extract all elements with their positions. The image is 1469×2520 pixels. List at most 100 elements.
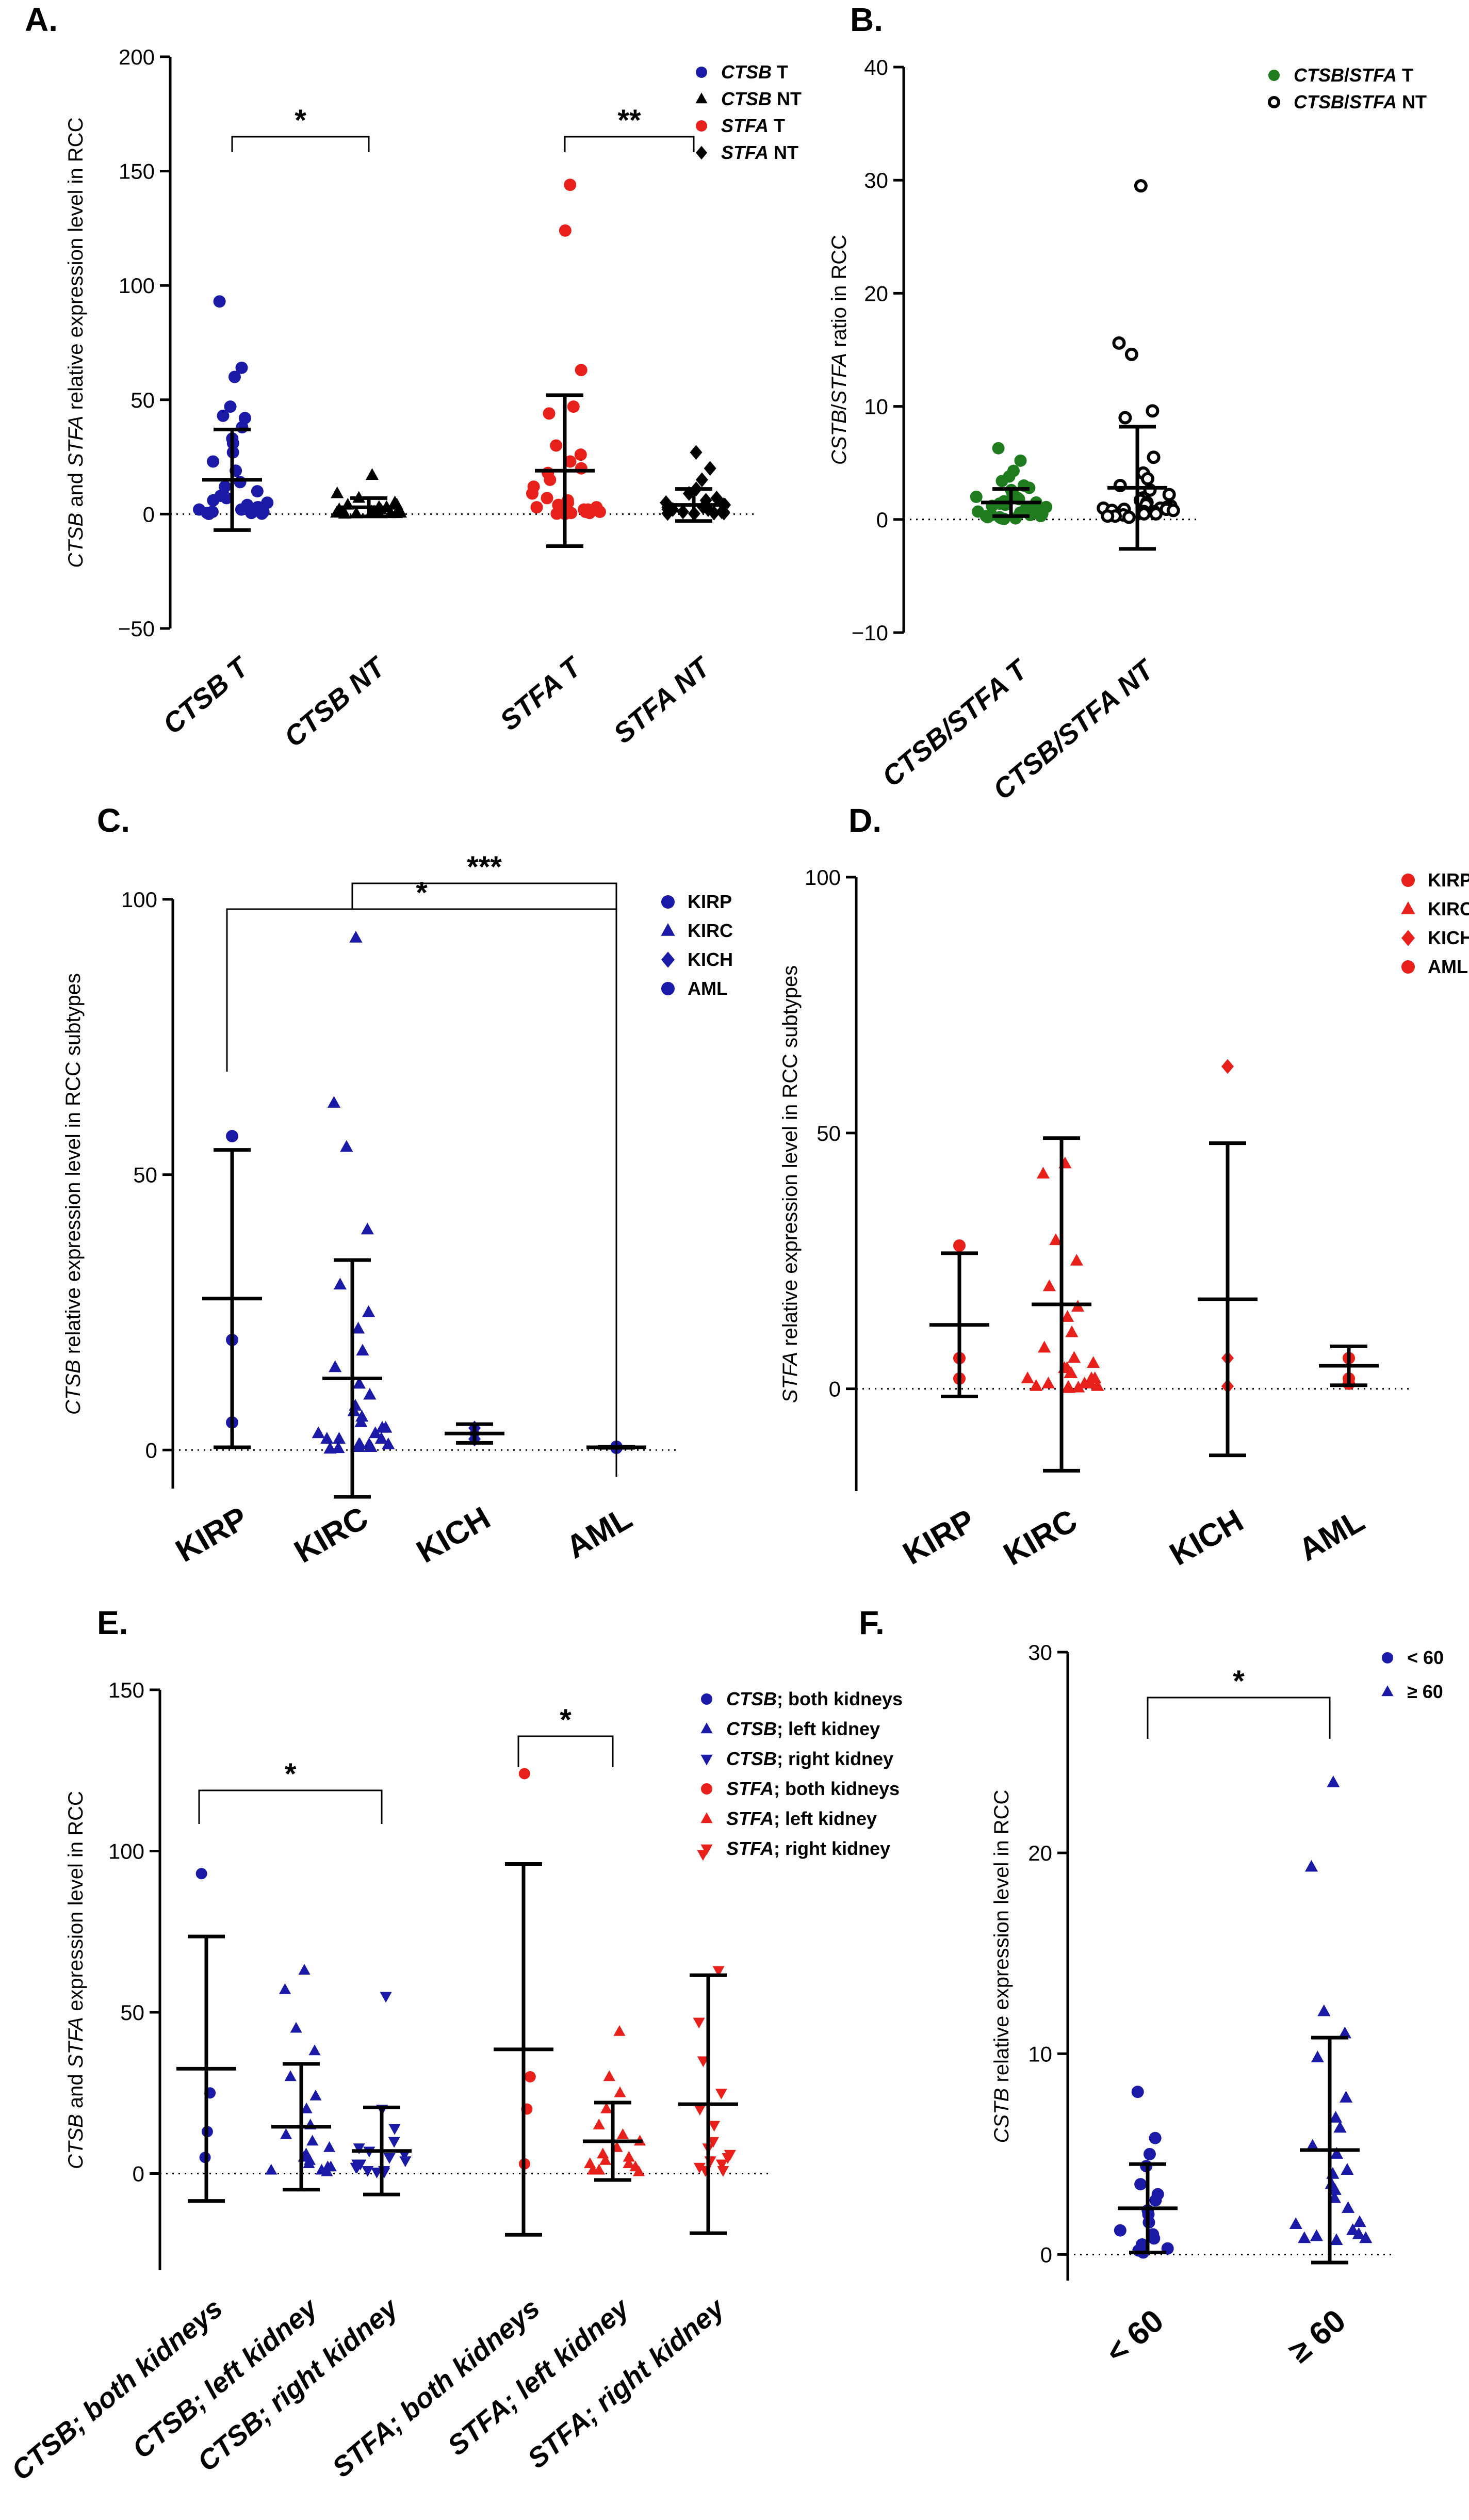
data-point	[715, 2089, 727, 2099]
data-point	[981, 511, 994, 524]
x-tick-label: < 60	[1099, 2303, 1170, 2371]
data-point	[1134, 179, 1148, 193]
legend-entry: KIRC	[688, 920, 733, 941]
data-point	[363, 1387, 377, 1400]
data-point	[661, 506, 674, 521]
data-point	[717, 505, 730, 521]
data-point	[1085, 1371, 1098, 1383]
data-point	[329, 1360, 342, 1372]
data-point	[1030, 1379, 1043, 1391]
y-tick-label: 20	[864, 281, 888, 305]
x-tick-label: ≥ 60	[1282, 2303, 1352, 2370]
data-point	[1024, 509, 1037, 522]
data-point	[309, 2089, 322, 2101]
significance-label: ***	[467, 850, 502, 884]
data-point	[388, 2124, 401, 2135]
data-point	[399, 2156, 412, 2168]
y-tick-label: 10	[864, 395, 888, 419]
data-point	[574, 448, 587, 461]
data-point	[1122, 510, 1136, 524]
legend-entry: STFA NT	[721, 142, 798, 163]
data-point	[1146, 404, 1160, 418]
x-tick-label: STFA NT	[608, 651, 717, 750]
data-point	[1289, 2217, 1302, 2230]
y-tick-label: 20	[1028, 1841, 1052, 1865]
data-point	[1137, 507, 1151, 521]
legend-marker	[1401, 901, 1415, 914]
data-point	[1084, 1376, 1097, 1388]
data-point	[1166, 504, 1180, 518]
data-point	[708, 505, 721, 521]
x-tick-label: KIRC	[288, 1500, 374, 1570]
data-point	[321, 2165, 333, 2176]
data-point	[1070, 1253, 1083, 1266]
data-point	[349, 930, 363, 943]
data-point	[1034, 510, 1047, 523]
legend-marker	[1382, 1652, 1393, 1663]
data-point	[564, 179, 577, 191]
data-point	[265, 2163, 278, 2175]
data-point	[1140, 472, 1154, 486]
panel-label: A.	[25, 1, 58, 38]
data-point	[614, 2086, 626, 2097]
data-point	[593, 505, 606, 518]
data-point	[995, 475, 1008, 488]
legend-marker	[1268, 70, 1280, 81]
legend-marker	[700, 1812, 713, 1823]
y-tick-label: 0	[133, 2162, 144, 2186]
data-point	[1353, 2215, 1366, 2227]
y-tick-label: 10	[1028, 2042, 1052, 2066]
data-point	[1064, 1366, 1077, 1378]
data-point	[704, 2156, 716, 2168]
data-point	[327, 1096, 341, 1108]
y-tick-label: −10	[852, 621, 888, 645]
x-tick-label: KICH	[1164, 1503, 1249, 1573]
legend-entry: CTSB NT	[721, 88, 802, 109]
data-point	[543, 407, 556, 420]
data-point	[632, 2165, 645, 2176]
data-point	[321, 2160, 334, 2172]
data-point	[712, 1966, 725, 1977]
data-point	[330, 506, 344, 518]
data-point	[1067, 1351, 1081, 1363]
data-point	[1328, 2183, 1342, 2195]
data-point	[220, 492, 233, 505]
y-tick-label: 150	[108, 1678, 144, 1702]
data-point	[593, 2119, 605, 2129]
data-point	[1330, 2233, 1343, 2246]
data-point	[707, 2137, 720, 2148]
data-point	[331, 486, 344, 498]
data-point	[245, 507, 258, 520]
data-point	[518, 1768, 530, 1780]
data-point	[279, 1983, 291, 1994]
data-point	[1162, 488, 1176, 502]
data-point	[236, 421, 249, 433]
y-tick-label: 50	[130, 388, 155, 412]
data-point	[1112, 336, 1126, 350]
data-point	[352, 1440, 366, 1452]
legend-entry: AML	[688, 978, 728, 999]
x-tick-label: AML	[560, 1500, 638, 1565]
data-point	[1091, 1379, 1104, 1391]
data-point	[298, 1964, 311, 1975]
data-point	[228, 370, 241, 383]
data-point	[693, 2162, 706, 2174]
data-point	[224, 400, 237, 413]
data-point	[1304, 1860, 1318, 1872]
data-point	[1327, 1775, 1340, 1787]
legend-marker	[700, 1844, 713, 1855]
data-point	[255, 507, 268, 520]
data-point	[1062, 1381, 1076, 1393]
data-point	[1317, 2004, 1331, 2016]
significance-bracket	[351, 882, 617, 909]
data-point	[1329, 2110, 1343, 2123]
data-point	[623, 2151, 635, 2162]
data-point	[306, 2135, 319, 2146]
data-point	[1306, 2139, 1319, 2151]
data-point	[382, 1437, 395, 1449]
legend-marker	[1401, 930, 1415, 946]
y-tick-label: 0	[145, 1438, 157, 1462]
data-point	[550, 439, 563, 452]
data-point	[541, 492, 553, 505]
